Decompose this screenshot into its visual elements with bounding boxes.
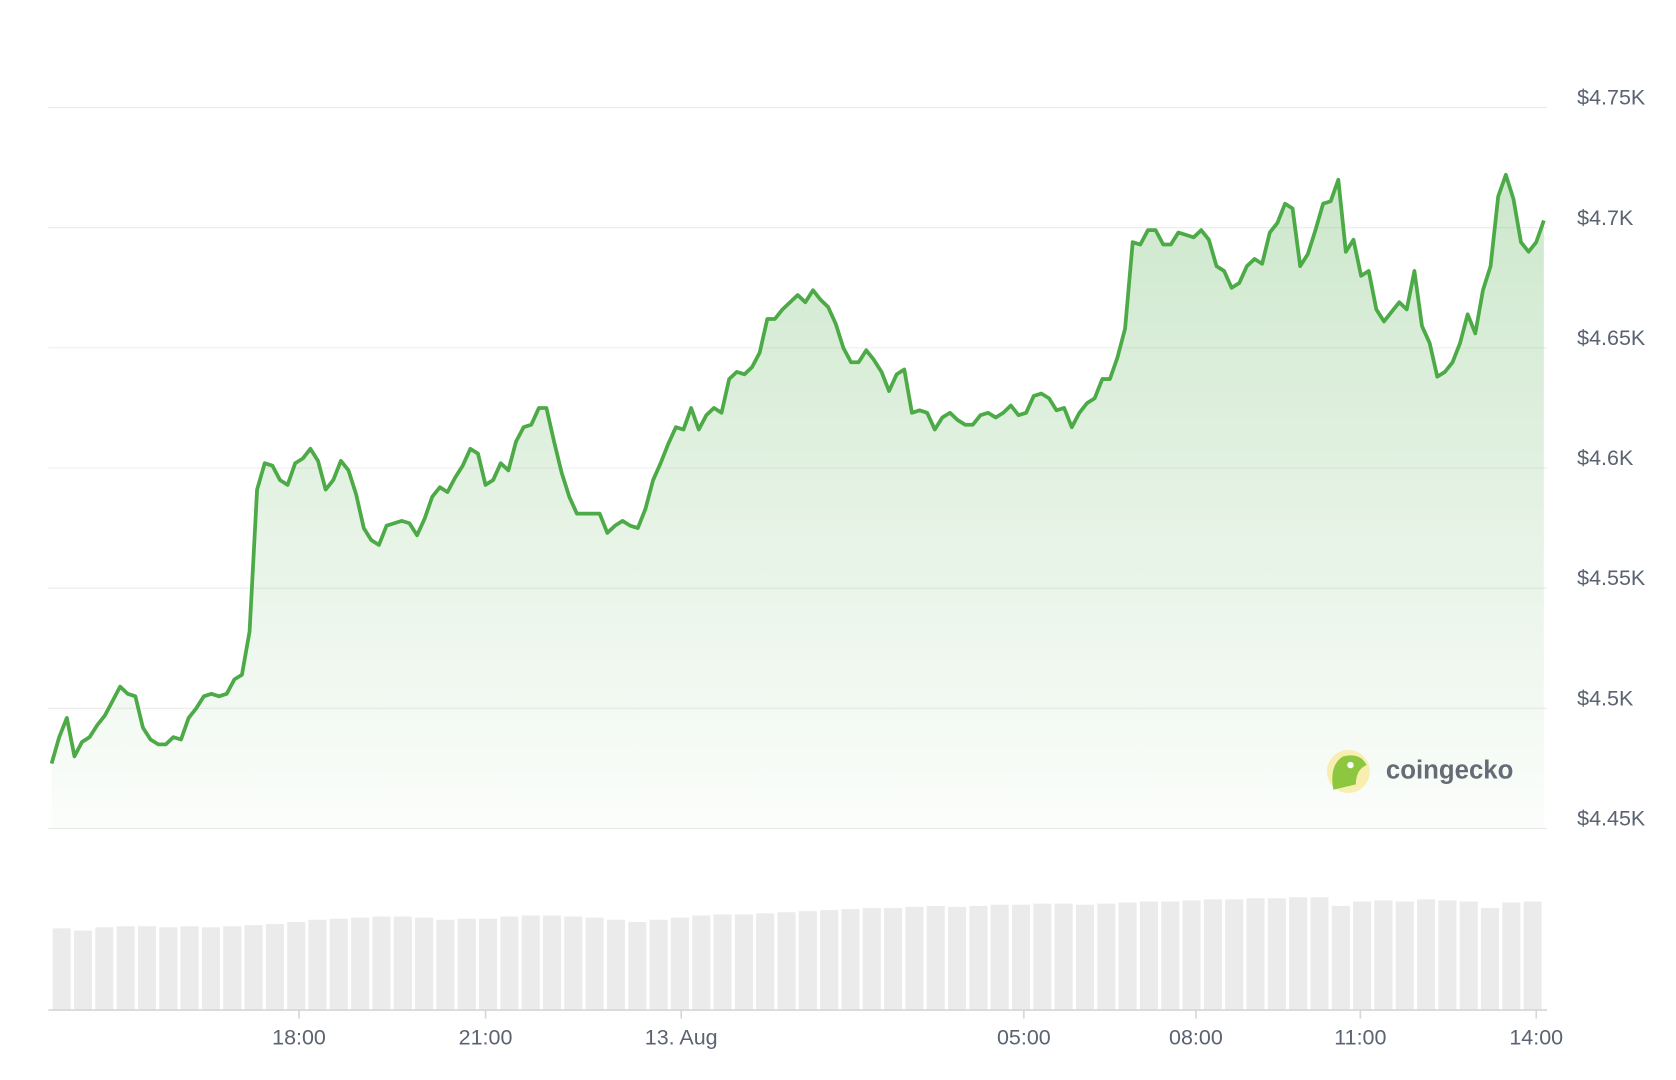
volume-bar <box>862 907 881 1011</box>
volume-bar <box>1459 901 1478 1011</box>
volume-bar <box>265 924 284 1011</box>
volume-bar <box>223 926 242 1011</box>
volume-bar <box>393 916 412 1011</box>
y-tick-label: $4.45K <box>1577 807 1646 831</box>
volume-bar <box>905 906 924 1011</box>
volume-bar <box>926 905 945 1011</box>
volume-bar <box>670 917 689 1011</box>
volume-bar <box>1523 901 1542 1011</box>
volume-bars <box>52 897 1542 1011</box>
volume-bar <box>1054 903 1073 1011</box>
volume-bar <box>564 916 583 1011</box>
volume-bar <box>841 909 860 1011</box>
volume-bar <box>244 925 263 1011</box>
volume-bar <box>820 910 839 1011</box>
volume-bar <box>1417 899 1436 1011</box>
volume-bar <box>969 905 988 1011</box>
volume-bar <box>948 906 967 1011</box>
price-area <box>51 174 1544 829</box>
volume-bar <box>1203 899 1222 1011</box>
volume-bar <box>308 919 327 1011</box>
volume-bar <box>1438 900 1457 1011</box>
brand-name: coingecko <box>1386 756 1513 784</box>
volume-bar <box>1331 905 1350 1011</box>
y-tick-label: $4.5K <box>1577 686 1634 710</box>
volume-bar <box>180 926 199 1011</box>
volume-bar <box>734 914 753 1011</box>
volume-bar <box>606 919 626 1011</box>
volume-bar <box>713 914 732 1011</box>
volume-bar <box>756 913 775 1011</box>
volume-bar <box>521 915 540 1011</box>
volume-bar <box>1139 901 1158 1011</box>
x-tick-label: 11:00 <box>1334 1026 1386 1050</box>
volume-bar <box>1480 907 1500 1011</box>
y-tick-label: $4.75K <box>1577 86 1646 110</box>
volume-bar <box>1075 904 1095 1011</box>
x-tick-label: 13. Aug <box>645 1026 718 1050</box>
volume-bar <box>159 927 178 1011</box>
volume-bar <box>585 917 604 1011</box>
volume-bar <box>137 926 157 1011</box>
volume-bar <box>1225 899 1244 1011</box>
volume-bar <box>1033 903 1052 1011</box>
volume-bar <box>52 928 71 1011</box>
volume-bar <box>798 911 817 1011</box>
volume-bar <box>1011 904 1031 1011</box>
volume-bar <box>1310 897 1329 1011</box>
x-tick-label: 18:00 <box>272 1026 326 1050</box>
y-tick-label: $4.65K <box>1577 326 1646 350</box>
y-tick-label: $4.55K <box>1577 566 1646 590</box>
volume-bar <box>990 904 1009 1011</box>
volume-bar <box>1353 901 1372 1011</box>
volume-bar <box>201 927 220 1011</box>
volume-bar <box>1161 901 1180 1011</box>
volume-bar <box>692 915 711 1011</box>
logo-eye <box>1347 761 1354 769</box>
volume-bar <box>73 930 93 1011</box>
volume-bar <box>1395 901 1414 1011</box>
x-tick-label: 21:00 <box>459 1026 513 1050</box>
volume-bar <box>116 926 135 1011</box>
volume-bar <box>351 917 370 1011</box>
volume-bar <box>1267 898 1286 1011</box>
volume-bar <box>436 919 455 1011</box>
plot <box>49 172 1546 829</box>
axes: $4.45K $4.5K $4.55K $4.6K $4.65K $4.7K $4.75K 1… <box>48 86 1646 1050</box>
price-line <box>49 172 1546 765</box>
volume-bar <box>287 921 306 1011</box>
volume-bar <box>95 927 114 1011</box>
volume-bar <box>1289 897 1308 1011</box>
volume-bar <box>329 918 348 1011</box>
volume-bar <box>1182 900 1201 1011</box>
volume-bar <box>649 919 668 1011</box>
volume-bar <box>1097 903 1116 1011</box>
logo-gecko <box>1332 755 1367 790</box>
volume-bar <box>500 916 519 1011</box>
volume-bar <box>542 915 562 1011</box>
volume-bar <box>1246 898 1265 1011</box>
volume-bar <box>457 918 476 1011</box>
volume-bar <box>372 916 391 1011</box>
x-tick-label: 14:00 <box>1509 1026 1563 1050</box>
volume-bar <box>884 907 903 1011</box>
brand-logo: coingecko <box>1326 750 1513 794</box>
volume-bar <box>777 912 796 1011</box>
volume-bar <box>479 918 498 1011</box>
volume-bar <box>1118 902 1137 1011</box>
volume-bar <box>628 921 647 1011</box>
y-tick-label: $4.7K <box>1577 206 1634 230</box>
volume-bar <box>415 917 434 1011</box>
x-tick-label: 08:00 <box>1169 1026 1223 1050</box>
x-tick-label: 05:00 <box>997 1026 1051 1050</box>
y-tick-label: $4.6K <box>1577 446 1634 470</box>
volume-bar <box>1502 902 1521 1011</box>
volume-bar <box>1374 900 1393 1011</box>
